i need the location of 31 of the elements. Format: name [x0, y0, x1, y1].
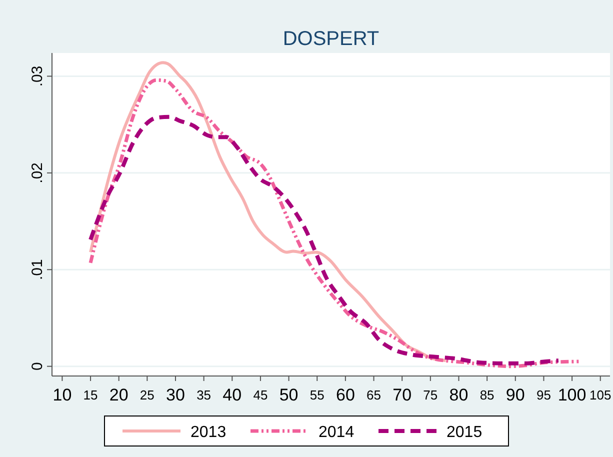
x-tick-label: 85 [480, 388, 494, 402]
x-tick-label: 105 [590, 388, 612, 402]
x-tick-label: 30 [166, 386, 185, 404]
y-tick-label: 0 [29, 362, 46, 370]
x-tick-label: 15 [83, 388, 98, 402]
chart-title: DOSPERT [282, 28, 380, 50]
x-tick-label: 75 [423, 388, 438, 402]
legend-label: 2013 [190, 424, 226, 441]
x-tick-label: 40 [222, 386, 242, 404]
x-tick-label: 80 [449, 386, 468, 404]
x-tick-label: 65 [366, 388, 382, 402]
x-tick-label: 25 [140, 388, 154, 402]
y-tick-label: .02 [29, 162, 46, 184]
x-tick-label: 70 [392, 386, 412, 404]
x-tick-label: 60 [336, 386, 355, 404]
x-tick-label: 55 [310, 388, 324, 402]
x-tick-label: 20 [109, 386, 128, 404]
legend-label: 2015 [446, 424, 482, 441]
line-series [88, 78, 581, 368]
x-tick-label: 50 [279, 386, 298, 404]
line-series [88, 114, 560, 366]
line-series [89, 61, 448, 362]
x-tick-label: 90 [506, 386, 525, 404]
x-tick-label: 100 [558, 386, 586, 404]
legend-label: 2014 [318, 424, 354, 441]
x-tick-label: 45 [253, 388, 268, 402]
x-tick-label: 95 [536, 388, 551, 402]
x-tick-label: 35 [196, 388, 212, 402]
y-tick-label: .03 [29, 66, 46, 87]
y-tick-label: .01 [29, 259, 46, 280]
x-tick-label: 10 [52, 386, 72, 404]
